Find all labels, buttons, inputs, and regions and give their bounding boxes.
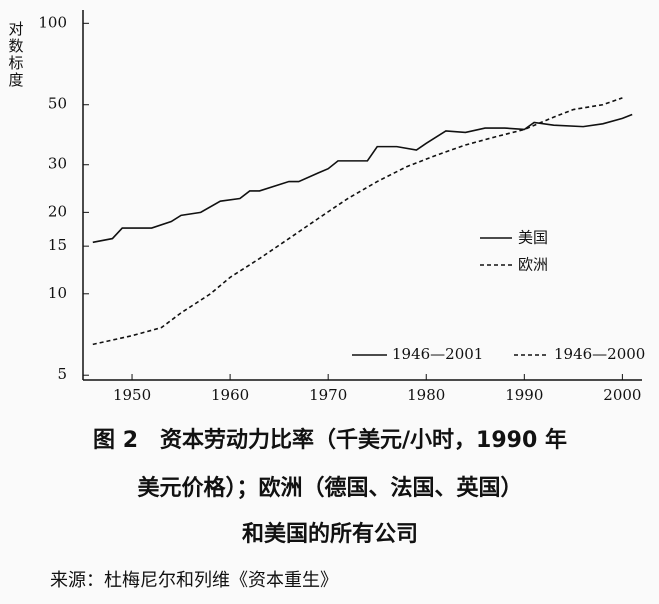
y-tick-label: 20 [48, 202, 67, 220]
y-tick-label: 10 [48, 284, 67, 302]
legend-label: 美国 [518, 229, 548, 247]
y-tick-label: 100 [38, 13, 67, 31]
y-axis-label: 对数标度 [8, 20, 23, 89]
y-tick-label: 15 [48, 236, 67, 254]
line-series [92, 97, 623, 346]
x-tick-label: 1960 [211, 386, 249, 404]
caption-line: 和美国的所有公司 [242, 521, 418, 547]
x-tick-label: 1990 [505, 386, 543, 404]
x-tick-label: 1980 [407, 386, 445, 404]
source: 来源：杜梅尼尔和列维《资本重生》 [50, 570, 338, 591]
y-tick-label: 5 [57, 365, 67, 383]
period-label: 1946—2000 [554, 345, 645, 363]
caption-line: 图 2 资本劳动力比率（千美元/小时，1990 年 [93, 427, 567, 453]
x-tick-label: 1970 [309, 386, 347, 404]
legend-label: 欧洲 [518, 256, 548, 274]
period-label: 1946—2001 [392, 345, 483, 363]
x-tick-label: 2000 [603, 386, 641, 404]
line-series [92, 113, 633, 244]
y-tick-label: 30 [48, 155, 67, 173]
caption-line: 美元价格）；欧洲（德国、法国、英国） [137, 475, 522, 501]
y-tick-label: 50 [48, 95, 67, 113]
x-tick-label: 1950 [113, 386, 151, 404]
